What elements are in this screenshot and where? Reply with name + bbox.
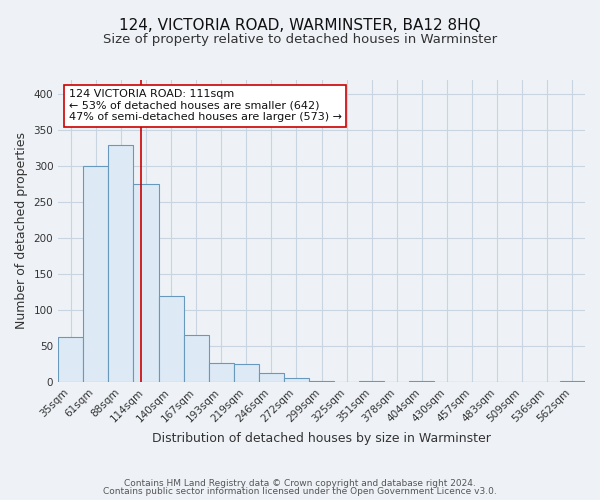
Text: 124 VICTORIA ROAD: 111sqm
← 53% of detached houses are smaller (642)
47% of semi: 124 VICTORIA ROAD: 111sqm ← 53% of detac… — [69, 89, 342, 122]
Bar — [409, 381, 434, 382]
Bar — [234, 364, 259, 382]
Bar — [560, 381, 585, 382]
Text: 124, VICTORIA ROAD, WARMINSTER, BA12 8HQ: 124, VICTORIA ROAD, WARMINSTER, BA12 8HQ — [119, 18, 481, 32]
Bar — [209, 362, 234, 382]
Bar — [83, 166, 109, 382]
Bar — [259, 372, 284, 382]
Bar — [359, 381, 385, 382]
Bar — [309, 381, 334, 382]
Bar — [158, 296, 184, 382]
Text: Contains HM Land Registry data © Crown copyright and database right 2024.: Contains HM Land Registry data © Crown c… — [124, 478, 476, 488]
Bar — [184, 335, 209, 382]
Y-axis label: Number of detached properties: Number of detached properties — [15, 132, 28, 330]
Bar — [133, 184, 158, 382]
Bar — [58, 336, 83, 382]
Bar — [284, 378, 309, 382]
Text: Contains public sector information licensed under the Open Government Licence v3: Contains public sector information licen… — [103, 487, 497, 496]
Bar — [109, 144, 133, 382]
X-axis label: Distribution of detached houses by size in Warminster: Distribution of detached houses by size … — [152, 432, 491, 445]
Text: Size of property relative to detached houses in Warminster: Size of property relative to detached ho… — [103, 32, 497, 46]
